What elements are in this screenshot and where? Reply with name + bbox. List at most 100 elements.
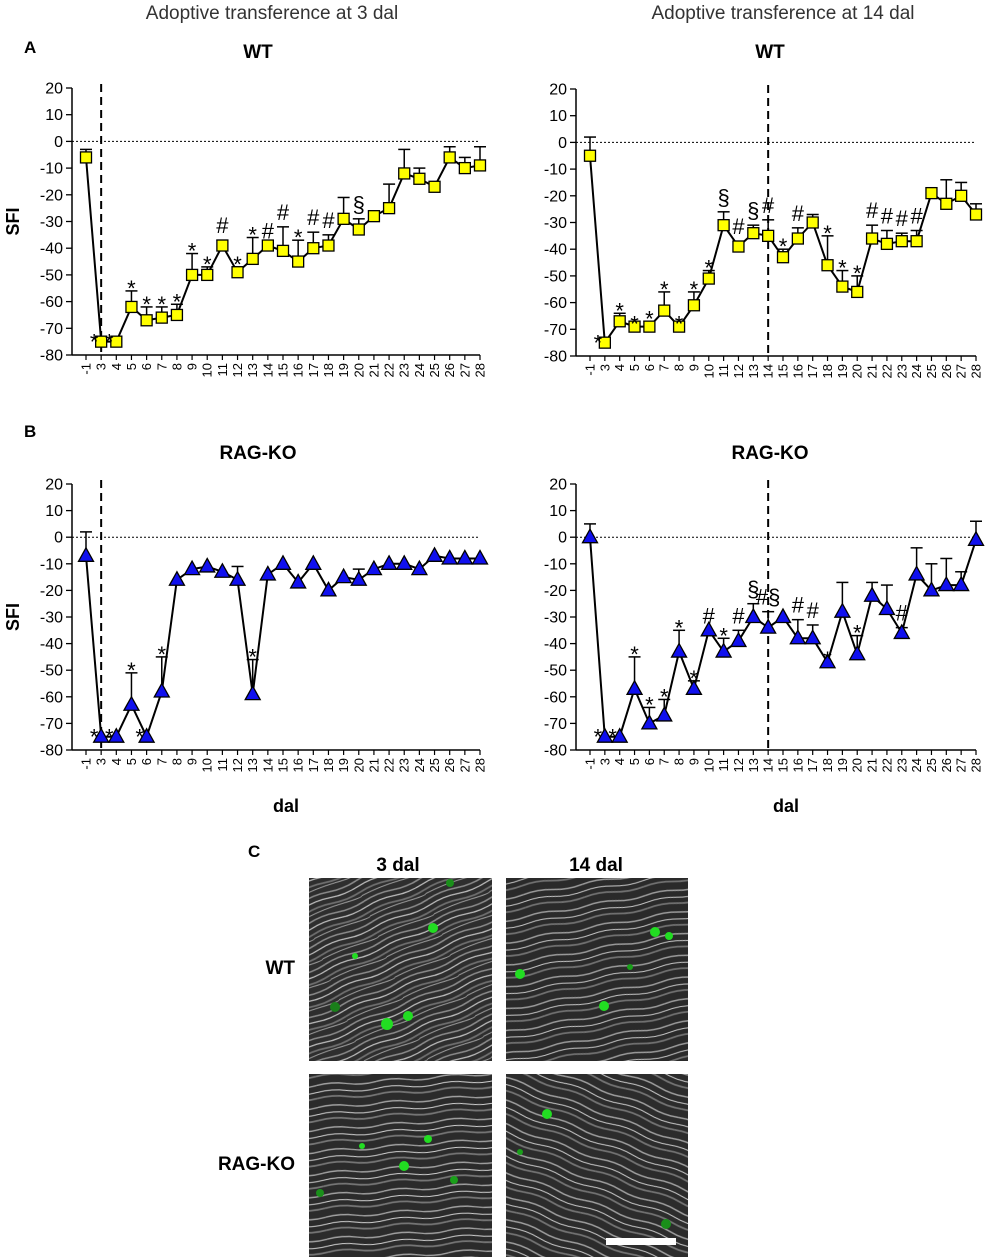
x-tick-label: 25 bbox=[924, 364, 939, 378]
x-tick-label: 14 bbox=[761, 364, 776, 378]
x-tick-label: 8 bbox=[672, 364, 687, 371]
x-tick-label: 6 bbox=[642, 364, 657, 371]
y-tick-label: -10 bbox=[544, 556, 567, 573]
gfp-cell bbox=[381, 1018, 393, 1030]
significance-mark: * bbox=[233, 252, 242, 277]
data-point bbox=[596, 727, 614, 743]
y-axis-label: SFI bbox=[3, 603, 23, 631]
y-tick-label: -40 bbox=[40, 241, 63, 258]
significance-mark: # bbox=[732, 603, 745, 628]
x-tick-label: 18 bbox=[820, 758, 835, 772]
x-tick-label: 28 bbox=[969, 364, 984, 378]
y-tick-label: -80 bbox=[544, 349, 567, 366]
significance-mark: * bbox=[675, 615, 684, 640]
significance-mark: # bbox=[762, 193, 775, 218]
x-tick-label: 7 bbox=[154, 758, 169, 765]
data-point bbox=[791, 232, 804, 245]
y-tick-label: -60 bbox=[544, 295, 567, 312]
x-tick-label: 19 bbox=[336, 758, 351, 772]
x-tick-label: 16 bbox=[790, 758, 805, 772]
significance-mark: # bbox=[792, 593, 805, 618]
significance-mark: * bbox=[105, 725, 114, 750]
y-tick-label: -80 bbox=[544, 743, 567, 760]
y-tick-label: 0 bbox=[54, 530, 63, 547]
x-tick-label: 9 bbox=[185, 363, 200, 370]
data-point bbox=[410, 559, 428, 576]
x-tick-label: 11 bbox=[215, 363, 230, 377]
y-tick-label: -50 bbox=[544, 663, 567, 680]
data-point bbox=[625, 679, 644, 695]
chart-title: WT bbox=[755, 42, 785, 63]
data-point bbox=[110, 335, 123, 348]
x-tick-label: 7 bbox=[657, 364, 672, 371]
data-point bbox=[880, 237, 894, 251]
significance-mark: * bbox=[823, 221, 832, 246]
significance-mark: * bbox=[203, 252, 212, 277]
data-point bbox=[598, 336, 611, 349]
chart-ragko-transfer-3dal: RAG-KO 20 10 0 -10 -20 -30 -40 -50 -60 -70 -80 SFI -1… bbox=[3, 443, 489, 816]
y-tick-label: -50 bbox=[40, 663, 63, 680]
y-tick-label: 0 bbox=[558, 135, 567, 152]
x-tick-label: 19 bbox=[835, 758, 850, 772]
data-point bbox=[848, 644, 866, 661]
y-tick-label: 20 bbox=[45, 477, 63, 494]
x-tick-label: 24 bbox=[412, 758, 427, 772]
x-tick-label: 16 bbox=[291, 758, 306, 772]
data-point bbox=[380, 554, 398, 570]
micrograph-ragko-3dal bbox=[309, 1074, 492, 1257]
x-tick-label: 15 bbox=[276, 363, 291, 377]
significance-mark: * bbox=[853, 621, 862, 646]
significance-mark: * bbox=[645, 306, 654, 331]
data-point bbox=[322, 239, 335, 252]
data-point bbox=[955, 189, 968, 202]
significance-mark: * bbox=[173, 289, 182, 314]
x-tick-label: 10 bbox=[200, 758, 215, 772]
x-tick-label: 27 bbox=[954, 758, 969, 772]
x-tick-label: 8 bbox=[672, 758, 687, 765]
panel-tag-b: B bbox=[24, 422, 36, 441]
significance-mark: # bbox=[732, 214, 745, 239]
data-point bbox=[413, 172, 426, 185]
y-tick-label: -30 bbox=[544, 610, 567, 627]
significance-mark: #§ bbox=[756, 585, 780, 610]
y-tick-label: -40 bbox=[544, 242, 567, 259]
data-point bbox=[140, 314, 153, 327]
gfp-cell bbox=[450, 1176, 458, 1184]
y-tick-label: -30 bbox=[544, 215, 567, 232]
x-tick-label: -1 bbox=[583, 364, 598, 376]
x-tick-label: 12 bbox=[731, 364, 746, 378]
y-tick-label: -40 bbox=[40, 636, 63, 653]
data-point bbox=[836, 280, 849, 293]
data-point bbox=[425, 546, 444, 562]
significance-mark: * bbox=[675, 312, 684, 337]
data-point bbox=[670, 642, 688, 658]
y-tick-label: -70 bbox=[40, 716, 63, 733]
x-tick-label: 22 bbox=[879, 364, 894, 378]
data-point bbox=[261, 239, 274, 252]
data-point bbox=[337, 212, 350, 225]
significance-mark: * bbox=[127, 276, 136, 301]
data-point bbox=[395, 554, 413, 570]
x-tick-label: 4 bbox=[612, 758, 627, 765]
data-point bbox=[473, 159, 487, 172]
x-tick-label: 17 bbox=[306, 363, 321, 377]
x-tick-label: 26 bbox=[939, 364, 954, 378]
x-tick-label: 13 bbox=[746, 758, 761, 772]
x-tick-label: 11 bbox=[716, 364, 731, 378]
data-point bbox=[92, 727, 110, 743]
data-point bbox=[851, 285, 864, 299]
significance-mark: * bbox=[594, 331, 603, 356]
data-point bbox=[458, 161, 471, 175]
gfp-cell bbox=[330, 1002, 340, 1012]
micrograph-wt-14dal bbox=[506, 878, 688, 1061]
x-tick-label: 13 bbox=[746, 364, 761, 378]
x-tick-label: 27 bbox=[457, 758, 472, 772]
data-point bbox=[292, 255, 305, 268]
data-point bbox=[717, 219, 730, 232]
y-tick-label: -80 bbox=[40, 348, 63, 365]
data-point bbox=[428, 180, 441, 193]
panel-tag-a: A bbox=[24, 38, 36, 57]
x-tick-label: 6 bbox=[139, 758, 154, 765]
data-point bbox=[213, 562, 231, 578]
significance-mark: * bbox=[645, 692, 654, 717]
